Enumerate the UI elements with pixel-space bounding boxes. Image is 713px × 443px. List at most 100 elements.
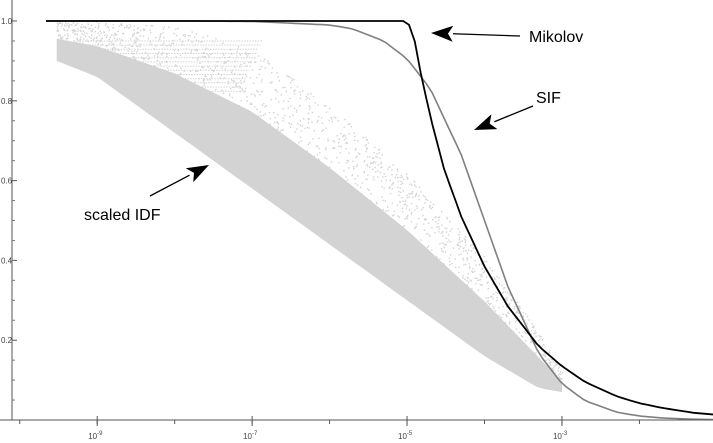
scaled-idf-point [264,106,266,108]
scaled-idf-point [99,30,101,32]
scaled-idf-point [168,79,171,82]
scaled-idf-point [347,179,349,181]
scaled-idf-point [494,278,496,281]
scaled-idf-point [516,311,518,313]
scaled-idf-point [406,176,408,178]
scaled-idf-point [372,168,374,171]
scaled-idf-point [409,238,411,240]
y-tick-label: 0.6 [1,177,13,186]
scaled-idf-point [342,136,344,138]
scaled-idf-point [325,127,327,129]
scaled-idf-point [414,227,416,230]
scaled-idf-point [151,25,154,27]
scaled-idf-point [254,57,256,59]
scaled-idf-point [230,71,233,74]
scaled-idf-point [504,322,507,324]
scaled-idf-point [56,30,59,32]
scaled-idf-point [456,284,458,287]
scaled-idf-point [443,243,445,245]
scaled-idf-point [127,50,129,52]
scaled-idf-point [546,368,548,370]
scaled-idf-point [309,142,311,144]
scaled-idf-point [84,26,87,29]
scaled-idf-point [528,319,530,321]
scaled-idf-point [380,180,383,182]
scaled-idf-point [143,29,146,31]
scaled-idf-point [461,240,463,242]
scaled-idf-point [61,25,63,27]
scaled-idf-point [179,54,181,57]
scaled-idf-point [324,157,326,159]
scaled-idf-point [441,250,443,252]
scaled-idf-point [333,116,335,119]
scaled-idf-point [202,80,205,82]
scaled-idf-point [207,79,209,81]
scaled-idf-point [129,25,132,28]
scaled-idf-point [216,61,218,63]
scaled-idf-point [547,358,549,360]
scaled-idf-point [124,27,126,29]
scaled-idf-point [79,38,82,41]
scaled-idf-point [525,313,527,315]
scaled-idf-point [504,291,506,293]
scaled-idf-point [511,299,513,301]
scaled-idf-point [474,277,476,279]
scaled-idf-point [465,263,467,266]
scaled-idf-point [475,282,477,285]
scaled-idf-point [129,27,131,29]
scaled-idf-point [88,28,90,30]
scaled-idf-point [481,267,484,270]
scaled-idf-point [287,107,289,109]
scaled-idf-point [387,210,389,212]
scaled-idf-point [318,159,320,162]
scaled-idf-point [203,98,205,101]
annotations: Mikolov SIF scaled IDF [84,25,583,224]
scaled-idf-point [193,89,195,91]
scaled-idf-label: scaled IDF [84,207,161,224]
scaled-idf-point [378,148,381,151]
scaled-idf-point [107,54,110,56]
scaled-idf-point [521,336,524,338]
scaled-idf-point [438,216,441,218]
scaled-idf-point [517,312,520,314]
scaled-idf-point [474,259,476,262]
scaled-idf-point [105,23,107,25]
scaled-idf-point [121,24,123,27]
scaled-idf-point [256,89,258,92]
scaled-idf-point [400,180,402,183]
scaled-idf-point [257,126,259,128]
scaled-idf-point [118,25,121,27]
scaled-idf-point [470,250,473,252]
scaled-idf-point [308,97,310,100]
scaled-idf-point [107,27,109,29]
scaled-idf-point [305,95,307,98]
scaled-idf-point [66,40,68,42]
scaled-idf-point [377,149,380,151]
scaled-idf-point [275,97,277,100]
scaled-idf-point [302,90,304,92]
scaled-idf-point [551,368,553,370]
scaled-idf-point [367,156,369,158]
scaled-idf-point [370,206,373,209]
scaled-idf-point [381,166,383,168]
scaled-idf-point [177,80,179,82]
scaled-idf-point [135,58,137,60]
scaled-idf-point [554,372,557,374]
scaled-idf-point [491,269,493,272]
scaled-idf-point [208,55,210,57]
scaled-idf-point [66,30,68,32]
scaled-idf-point [436,265,438,267]
scaled-idf-point [268,63,271,65]
scaled-idf-point [234,60,237,62]
scaled-idf-point [125,56,127,58]
scaled-idf-point [304,160,306,163]
scaled-idf-point [370,162,372,164]
scaled-idf-point [558,373,561,375]
scaled-idf-point [142,29,145,31]
scaled-idf-point [318,116,320,118]
scaled-idf-point [415,194,417,197]
scaled-idf-point [375,171,377,173]
scaled-idf-point [318,147,320,150]
scaled-idf-point [457,242,460,244]
scaled-idf-point [414,195,416,197]
